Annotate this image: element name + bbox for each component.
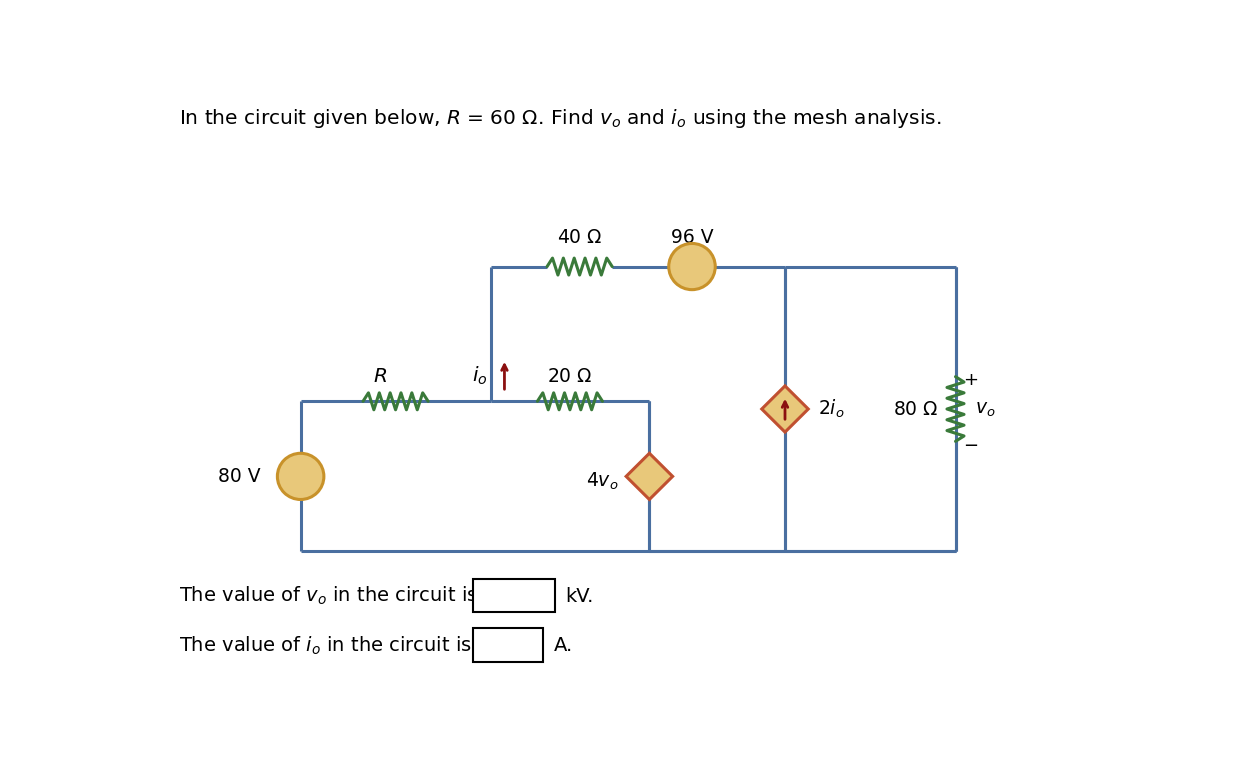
- Text: $4v_o$: $4v_o$: [586, 471, 619, 492]
- Text: $v_o$: $v_o$: [975, 400, 995, 419]
- Text: $i_o$: $i_o$: [472, 365, 487, 387]
- Text: kV.: kV.: [566, 586, 594, 605]
- Text: The value of $v_o$ in the circuit is: The value of $v_o$ in the circuit is: [179, 585, 478, 608]
- Text: 80 $\Omega$: 80 $\Omega$: [893, 400, 938, 419]
- Text: $2i_o$: $2i_o$: [818, 397, 845, 420]
- Text: $-$: $-$: [293, 485, 308, 503]
- Polygon shape: [626, 453, 673, 499]
- Text: $+$: $+$: [293, 449, 308, 467]
- Text: $+$: $+$: [649, 459, 663, 477]
- Text: 40 $\Omega$: 40 $\Omega$: [557, 228, 603, 247]
- Circle shape: [669, 244, 716, 289]
- Text: $-$: $-$: [648, 475, 663, 493]
- Text: $-$: $-$: [672, 258, 687, 275]
- Text: A.: A.: [554, 636, 574, 655]
- Text: 80 V: 80 V: [218, 467, 260, 486]
- Text: The value of $i_o$ in the circuit is: The value of $i_o$ in the circuit is: [179, 634, 472, 656]
- Text: 96 V: 96 V: [671, 227, 713, 246]
- FancyBboxPatch shape: [473, 629, 543, 662]
- Polygon shape: [762, 386, 808, 432]
- Text: $+$: $+$: [964, 371, 979, 389]
- Text: $-$: $-$: [964, 434, 979, 452]
- Text: $R$: $R$: [374, 367, 387, 386]
- Circle shape: [277, 453, 323, 499]
- Text: 20 $\Omega$: 20 $\Omega$: [547, 367, 593, 386]
- FancyBboxPatch shape: [473, 579, 555, 612]
- Text: In the circuit given below, $R$ = 60 $\Omega$. Find $v_o$ and $i_o$ using the me: In the circuit given below, $R$ = 60 $\O…: [179, 107, 941, 130]
- Text: $+$: $+$: [697, 258, 712, 275]
